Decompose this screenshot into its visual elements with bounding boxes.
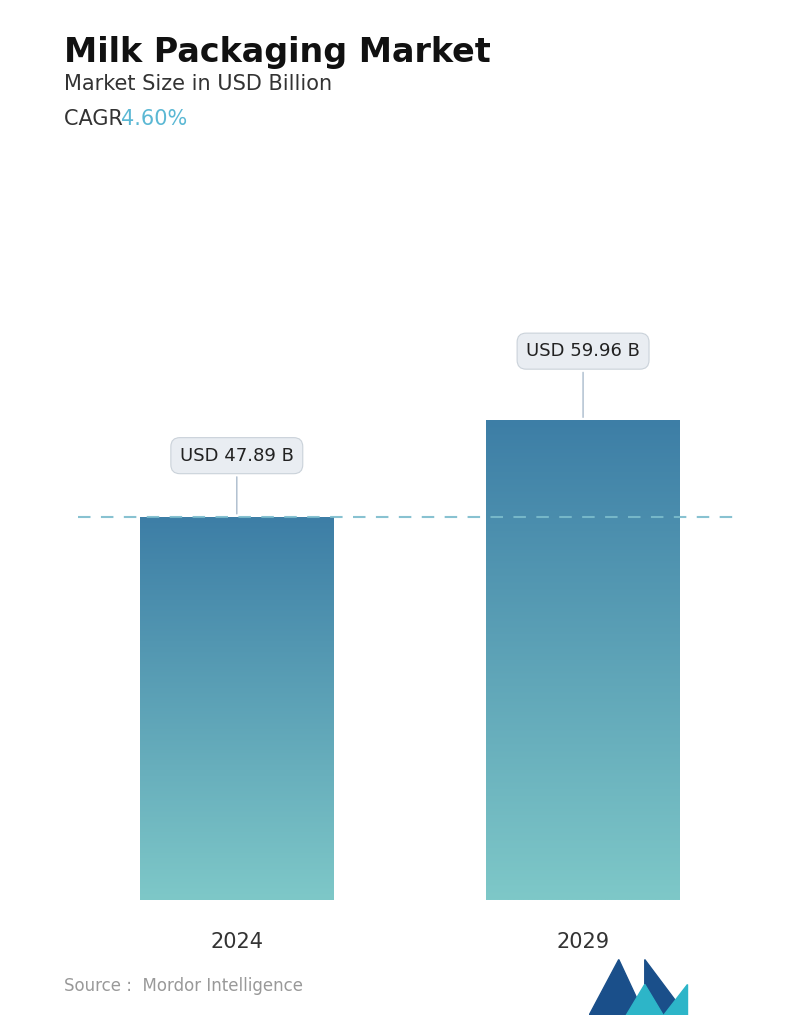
Text: CAGR: CAGR xyxy=(64,109,136,128)
Text: USD 47.89 B: USD 47.89 B xyxy=(180,447,294,514)
Text: 2029: 2029 xyxy=(556,932,610,951)
Text: 2024: 2024 xyxy=(210,932,263,951)
Text: USD 59.96 B: USD 59.96 B xyxy=(526,342,640,418)
Text: Market Size in USD Billion: Market Size in USD Billion xyxy=(64,74,332,94)
Polygon shape xyxy=(645,960,686,1015)
Text: 4.60%: 4.60% xyxy=(121,109,187,128)
Polygon shape xyxy=(663,984,686,1015)
Text: Source :  Mordor Intelligence: Source : Mordor Intelligence xyxy=(64,977,302,995)
Polygon shape xyxy=(589,960,645,1015)
Polygon shape xyxy=(626,984,663,1015)
Text: Milk Packaging Market: Milk Packaging Market xyxy=(64,36,490,69)
